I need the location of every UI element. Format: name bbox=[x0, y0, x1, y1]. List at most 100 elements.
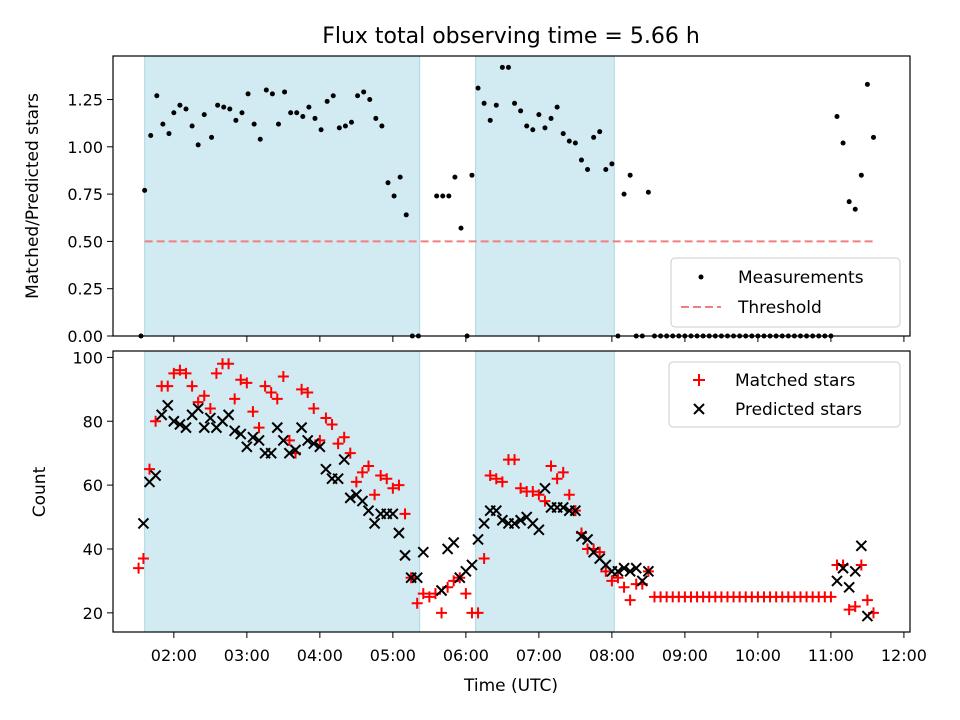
predicted-star-point bbox=[162, 399, 174, 411]
matched-star-point bbox=[150, 415, 162, 427]
bottom-x-tick-label: 07:00 bbox=[516, 646, 562, 665]
matched-star-point bbox=[460, 588, 472, 600]
bottom-x-ticks: 02:00 03:00 04:00 05:00 06:00 07:00 08:00 09:00… bbox=[151, 632, 927, 665]
measurement-point bbox=[171, 110, 177, 116]
matched-star-point bbox=[253, 422, 265, 434]
bottom-panel: 20 40 60 80 100 02:00 03:00 04:00 05:00 06:00 07:… bbox=[30, 348, 927, 696]
measurement-point bbox=[434, 193, 440, 199]
bottom-shaded-interval-1 bbox=[144, 351, 420, 632]
bottom-y-ticks: 20 40 60 80 100 bbox=[72, 348, 113, 623]
matched-star-point bbox=[162, 380, 174, 392]
matched-star-point bbox=[363, 460, 375, 472]
bottom-y-tick-label: 60 bbox=[83, 476, 103, 495]
measurement-point bbox=[560, 131, 566, 137]
bottom-y-tick-label: 80 bbox=[83, 412, 103, 431]
predicted-star-point bbox=[356, 495, 369, 507]
matched-star-point bbox=[192, 396, 204, 408]
predicted-star-point bbox=[320, 463, 332, 475]
top-y-tick-label: 0.75 bbox=[67, 185, 103, 204]
measurement-point bbox=[840, 140, 846, 146]
predicted-star-point bbox=[295, 421, 308, 434]
matched-star-point bbox=[618, 581, 630, 593]
predicted-star-point bbox=[417, 546, 429, 558]
measurement-point bbox=[572, 140, 578, 146]
matched-star-point bbox=[186, 380, 198, 392]
matched-star-point bbox=[557, 466, 569, 478]
measurement-point bbox=[177, 102, 183, 108]
measurement-point bbox=[578, 157, 584, 163]
matched-star-point bbox=[539, 495, 551, 507]
matched-star-point bbox=[399, 508, 411, 520]
predicted-star-point bbox=[612, 565, 624, 578]
measurement-point bbox=[373, 115, 379, 121]
matched-star-point bbox=[381, 473, 393, 485]
legend-matched-label: Matched stars bbox=[735, 371, 855, 391]
top-x-ticks bbox=[173, 336, 905, 342]
predicted-star-point bbox=[314, 441, 326, 453]
measurement-point bbox=[306, 104, 312, 110]
matched-star-point bbox=[496, 476, 508, 488]
measurement-point bbox=[355, 93, 361, 99]
predicted-star-point bbox=[837, 562, 849, 574]
matched-star-point bbox=[843, 604, 855, 616]
measurement-point bbox=[391, 193, 397, 199]
top-y-ticks: 0.00 0.25 0.50 0.75 1.00 1.25 bbox=[67, 91, 113, 346]
measurement-point bbox=[385, 180, 391, 186]
measurement-point bbox=[446, 193, 452, 199]
measurement-point bbox=[209, 134, 215, 140]
matched-star-point bbox=[551, 473, 563, 485]
measurement-point bbox=[621, 191, 627, 197]
matched-star-point bbox=[265, 387, 277, 399]
measurement-point bbox=[312, 115, 318, 121]
bottom-shaded-intervals bbox=[144, 351, 615, 632]
measurement-point bbox=[263, 87, 269, 93]
measurement-point bbox=[627, 172, 633, 178]
measurement-point bbox=[481, 100, 487, 106]
matched-star-point bbox=[344, 447, 356, 459]
measurement-point bbox=[542, 125, 548, 131]
measurement-point bbox=[603, 167, 609, 173]
measurement-point bbox=[487, 117, 493, 123]
predicted-star-point bbox=[332, 473, 344, 485]
bottom-x-tick-label: 06:00 bbox=[443, 646, 489, 665]
measurement-point bbox=[324, 98, 330, 104]
matched-star-point bbox=[417, 588, 429, 600]
measurement-point bbox=[318, 127, 324, 133]
matched-star-point bbox=[204, 402, 216, 414]
matched-star-point bbox=[478, 553, 490, 565]
matched-star-point bbox=[849, 600, 861, 612]
legend-threshold-label: Threshold bbox=[737, 298, 822, 318]
bottom-x-tick-label: 03:00 bbox=[224, 646, 270, 665]
matched-star-point bbox=[533, 489, 545, 501]
predicted-star-point bbox=[362, 504, 375, 517]
matched-star-point bbox=[283, 434, 295, 446]
measurement-point bbox=[348, 119, 354, 125]
matched-star-point bbox=[332, 438, 344, 450]
measurement-point bbox=[195, 142, 201, 148]
measurement-point bbox=[142, 187, 148, 193]
matched-star-point bbox=[302, 387, 314, 399]
bottom-y-tick-label: 40 bbox=[83, 540, 103, 559]
matched-star-point bbox=[411, 597, 423, 609]
measurement-point bbox=[846, 199, 852, 205]
bottom-x-tick-label: 09:00 bbox=[662, 646, 708, 665]
matched-star-point bbox=[515, 482, 527, 494]
measurement-point bbox=[282, 89, 288, 95]
measurement-point bbox=[294, 110, 300, 116]
measurement-point bbox=[300, 114, 306, 120]
bottom-legend: Matched stars Predicted stars bbox=[668, 361, 901, 428]
measurement-point bbox=[233, 117, 239, 123]
top-y-tick-label: 0.50 bbox=[67, 232, 103, 251]
measurement-point bbox=[221, 104, 227, 110]
measurement-point bbox=[852, 206, 858, 212]
measurement-point bbox=[361, 89, 367, 95]
bottom-axes-frame bbox=[112, 350, 911, 633]
matched-star-point bbox=[235, 374, 247, 386]
bottom-y-tick-label: 20 bbox=[83, 604, 103, 623]
predicted-star-point bbox=[265, 447, 277, 459]
measurement-point bbox=[403, 212, 409, 218]
top-legend: Measurements Threshold bbox=[670, 257, 901, 328]
measurement-point bbox=[518, 108, 524, 114]
matched-star-point bbox=[423, 591, 435, 603]
